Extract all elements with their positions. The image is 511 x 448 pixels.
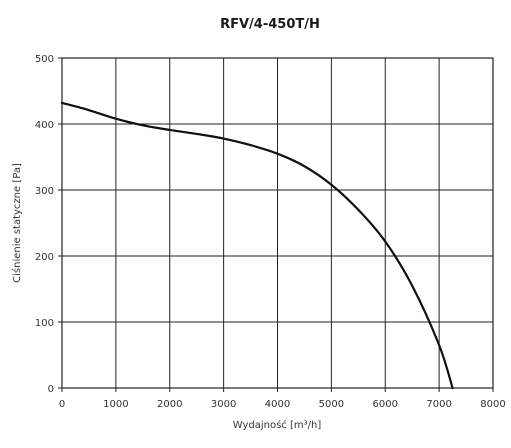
x-tick-label: 1000 <box>103 399 128 410</box>
grid <box>58 57 494 392</box>
x-axis-label: Wydajność [m³/h] <box>233 419 322 431</box>
x-tick-label: 7000 <box>426 399 451 410</box>
y-tick-label: 200 <box>35 252 54 263</box>
y-axis-label: Ciśnienie statyczne [Pa] <box>11 163 23 283</box>
x-tick-label: 0 <box>59 399 65 410</box>
y-axis-ticks: 0 100 200 300 400 500 <box>35 54 54 395</box>
y-tick-label: 300 <box>35 186 54 197</box>
x-tick-label: 4000 <box>265 399 290 410</box>
y-tick-label: 0 <box>48 384 54 395</box>
y-tick-label: 100 <box>35 318 54 329</box>
x-tick-label: 5000 <box>319 399 344 410</box>
x-tick-label: 3000 <box>211 399 236 410</box>
plot-frame <box>61 57 494 389</box>
x-axis-ticks: 0 1000 2000 3000 4000 5000 6000 7000 8000 <box>59 399 506 410</box>
x-tick-label: 2000 <box>157 399 182 410</box>
x-tick-label: 6000 <box>373 399 398 410</box>
performance-curve <box>60 101 454 390</box>
chart-title: RFV/4-450T/H <box>220 17 320 32</box>
x-tick-label: 8000 <box>480 399 505 410</box>
y-tick-label: 400 <box>35 120 54 131</box>
y-tick-label: 500 <box>35 54 54 65</box>
